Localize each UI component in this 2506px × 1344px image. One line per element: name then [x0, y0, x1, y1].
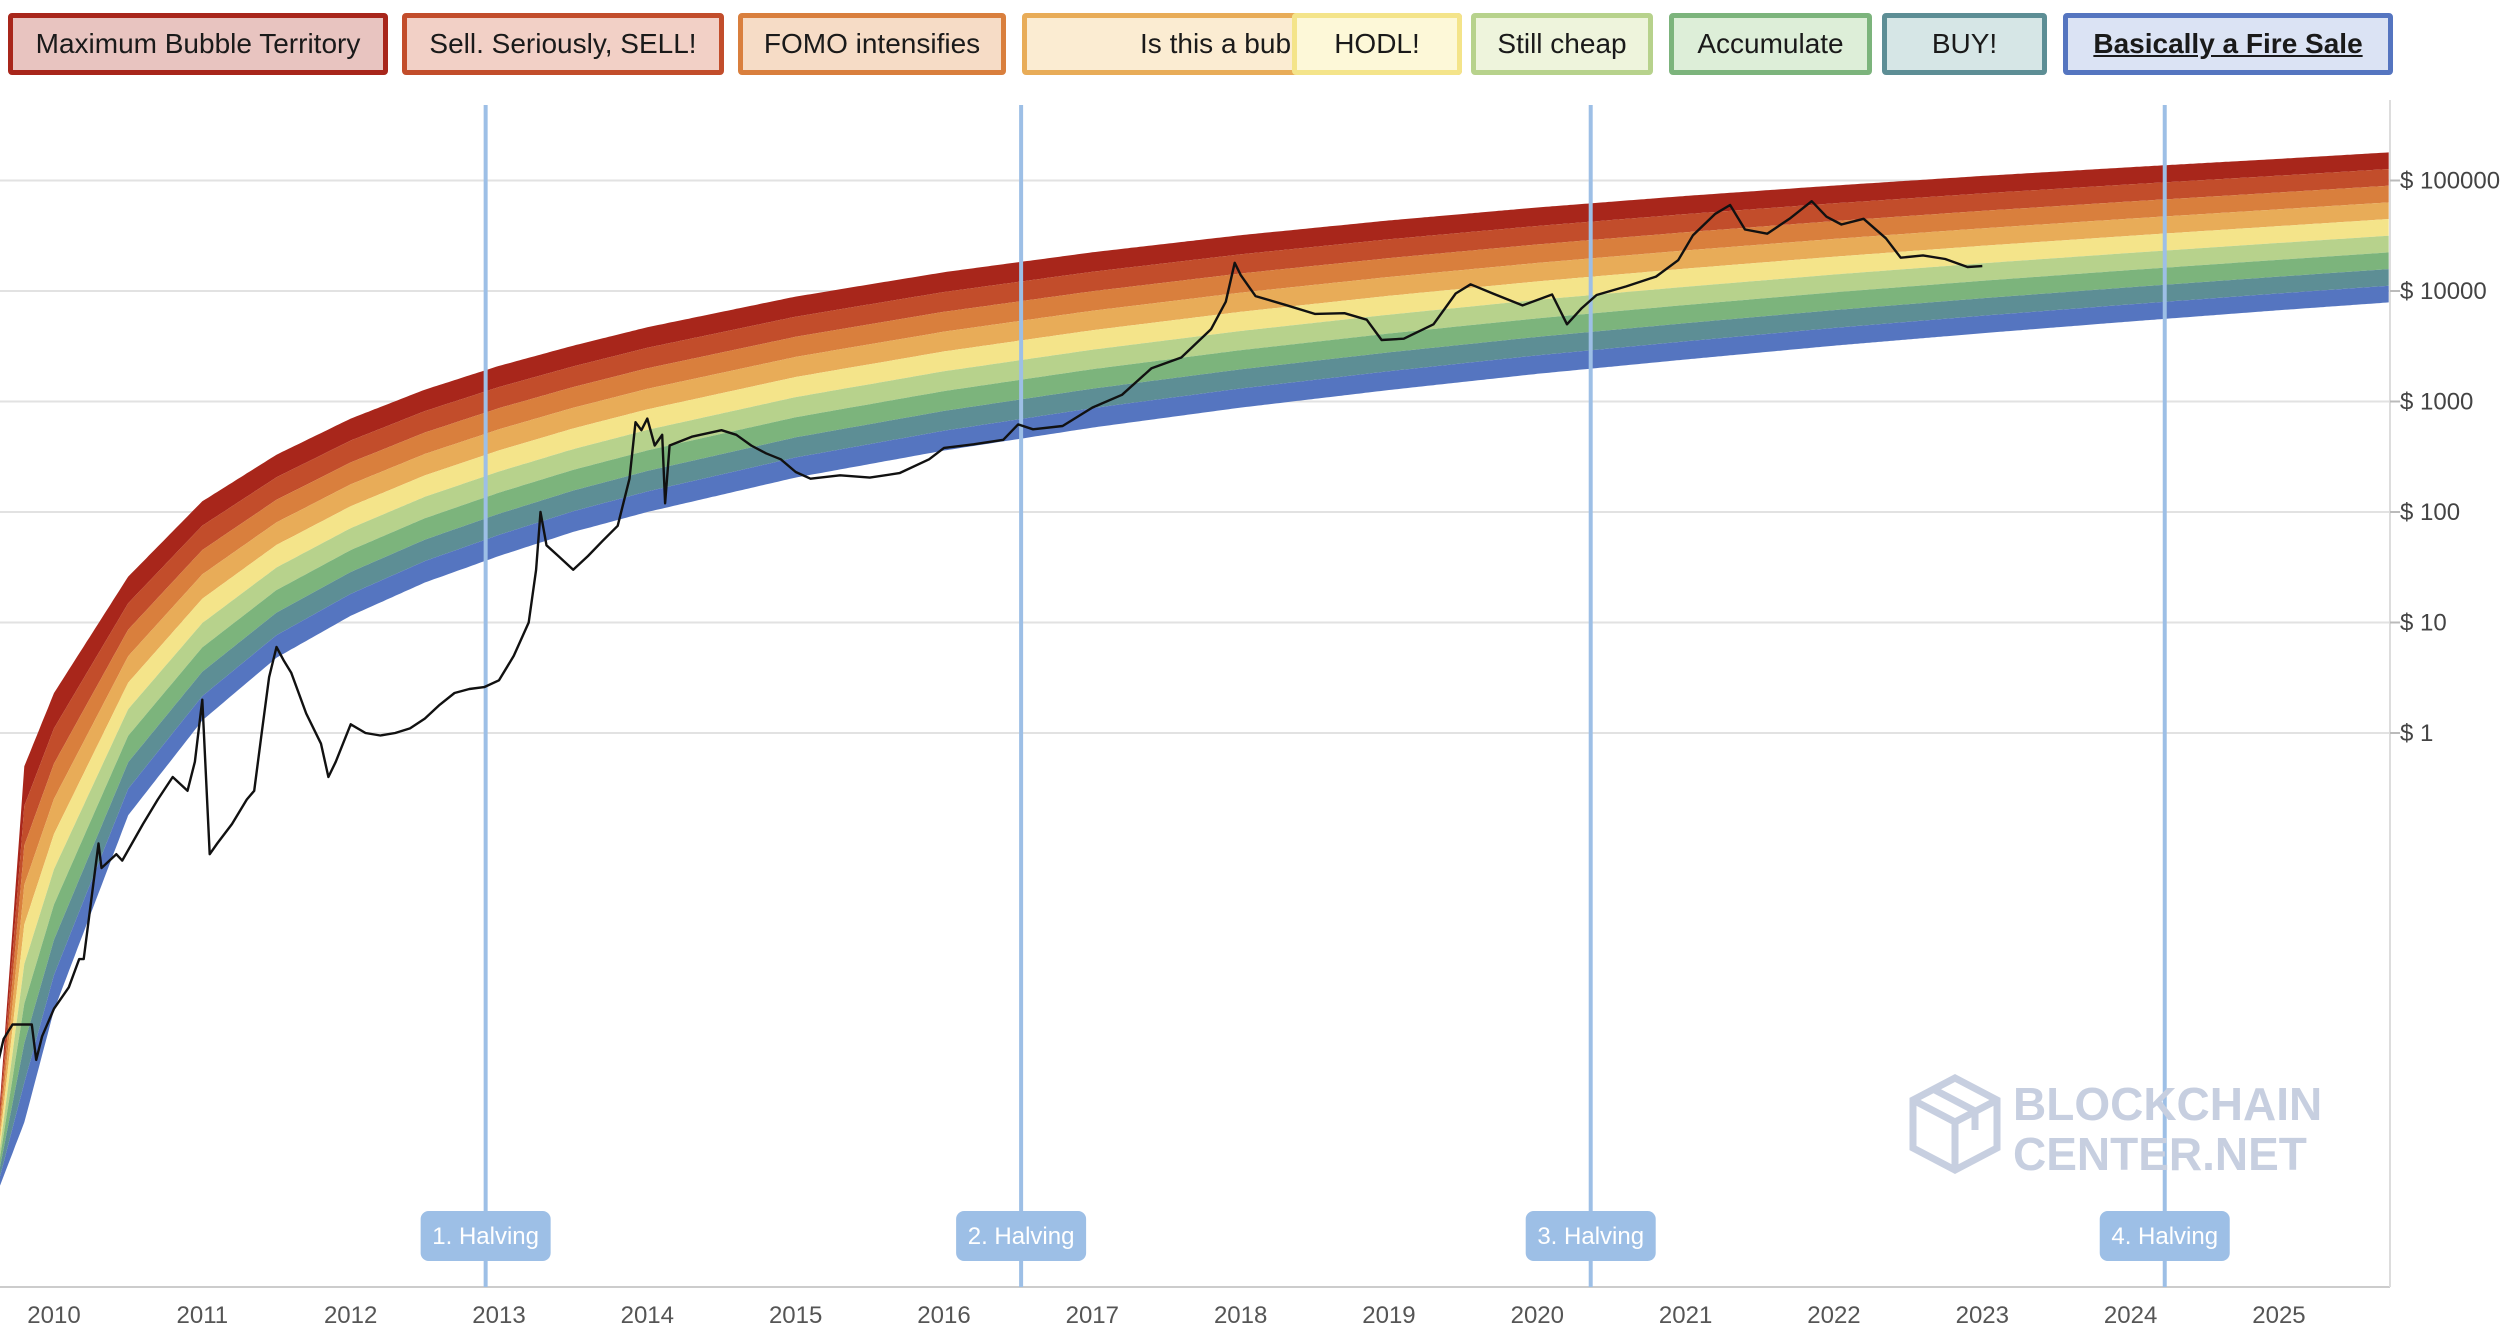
halving-label-box-1	[420, 1211, 551, 1261]
halving-label-box-2	[956, 1211, 1087, 1261]
x-tick-label-8: 2017	[1066, 1302, 1119, 1329]
cube-logo-icon	[1909, 1074, 2001, 1174]
halving-label-3: 3. Halving	[1537, 1223, 1644, 1250]
x-tick-label-4: 2013	[472, 1302, 525, 1329]
legend-item-7[interactable]: Accumulate	[1669, 13, 1872, 75]
legend-item-5[interactable]: HODL!	[1292, 13, 1462, 75]
watermark-logo: BLOCKCHAIN CENTER.NET	[1909, 1074, 2322, 1180]
x-tick-label-16: 2025	[2252, 1302, 2305, 1329]
halving-labels: 1. Halving 2. Halving 3. Halving 4. Halving	[420, 1211, 2230, 1261]
x-tick-label-15: 2024	[2104, 1302, 2157, 1329]
halving-label-1: 1. Halving	[432, 1223, 539, 1250]
y-tick-label-3: $ 1000	[2400, 389, 2473, 416]
x-tick-label-5: 2014	[621, 1302, 674, 1329]
x-tick-label-1: 2010	[27, 1302, 80, 1329]
legend-item-1[interactable]: Maximum Bubble Territory	[8, 13, 388, 75]
rainbow-bands	[0, 152, 2389, 1186]
legend-item-6[interactable]: Still cheap	[1471, 13, 1653, 75]
legend: Maximum Bubble Territory Sell. Seriously,…	[0, 0, 2506, 96]
band-8	[0, 269, 2389, 1177]
price-series-1	[0, 200, 1983, 1062]
halving-lines	[483, 105, 2167, 1287]
x-axis-ticks: 2010 2011 2012 2013 2014 2015 2016 2017 2018 2019…	[27, 1302, 2305, 1329]
y-tick-label-5: $ 10	[2400, 610, 2447, 637]
y-tick-label-4: $ 100	[2400, 499, 2460, 526]
legend-item-9[interactable]: Basically a Fire Sale	[2063, 13, 2393, 75]
x-tick-label-12: 2021	[1659, 1302, 1712, 1329]
x-tick-label-2: 2011	[177, 1302, 229, 1329]
x-tick-label-14: 2023	[1956, 1302, 2009, 1329]
band-7	[0, 252, 2389, 1167]
watermark-line-2: CENTER.NET	[2013, 1128, 2307, 1180]
x-tick-label-10: 2019	[1362, 1302, 1415, 1329]
y-tick-label-2: $ 10000	[2400, 278, 2487, 305]
legend-item-3[interactable]: FOMO intensifies	[738, 13, 1006, 75]
x-tick-label-6: 2015	[769, 1302, 822, 1329]
x-tick-label-9: 2018	[1214, 1302, 1267, 1329]
legend-item-8[interactable]: BUY!	[1882, 13, 2047, 75]
band-9	[0, 285, 2389, 1186]
y-tick-label-1: $ 100000	[2400, 168, 2500, 195]
x-tick-label-13: 2022	[1807, 1302, 1860, 1329]
x-tick-label-3: 2012	[324, 1302, 377, 1329]
halving-label-box-3	[1525, 1211, 1656, 1261]
halving-label-box-4	[2099, 1211, 2230, 1261]
price-line	[0, 200, 1983, 1062]
watermark-line-1: BLOCKCHAIN	[2013, 1078, 2322, 1130]
halving-label-2: 2. Halving	[968, 1223, 1075, 1250]
y-axis-ticks: $ 100000 $ 10000 $ 1000 $ 100 $ 10 $ 1	[2390, 168, 2500, 747]
y-tick-label-6: $ 1	[2400, 720, 2433, 747]
x-tick-label-11: 2020	[1511, 1302, 1564, 1329]
x-tick-label-7: 2016	[917, 1302, 970, 1329]
halving-label-4: 4. Halving	[2111, 1223, 2218, 1250]
legend-item-2[interactable]: Sell. Seriously, SELL!	[402, 13, 724, 75]
